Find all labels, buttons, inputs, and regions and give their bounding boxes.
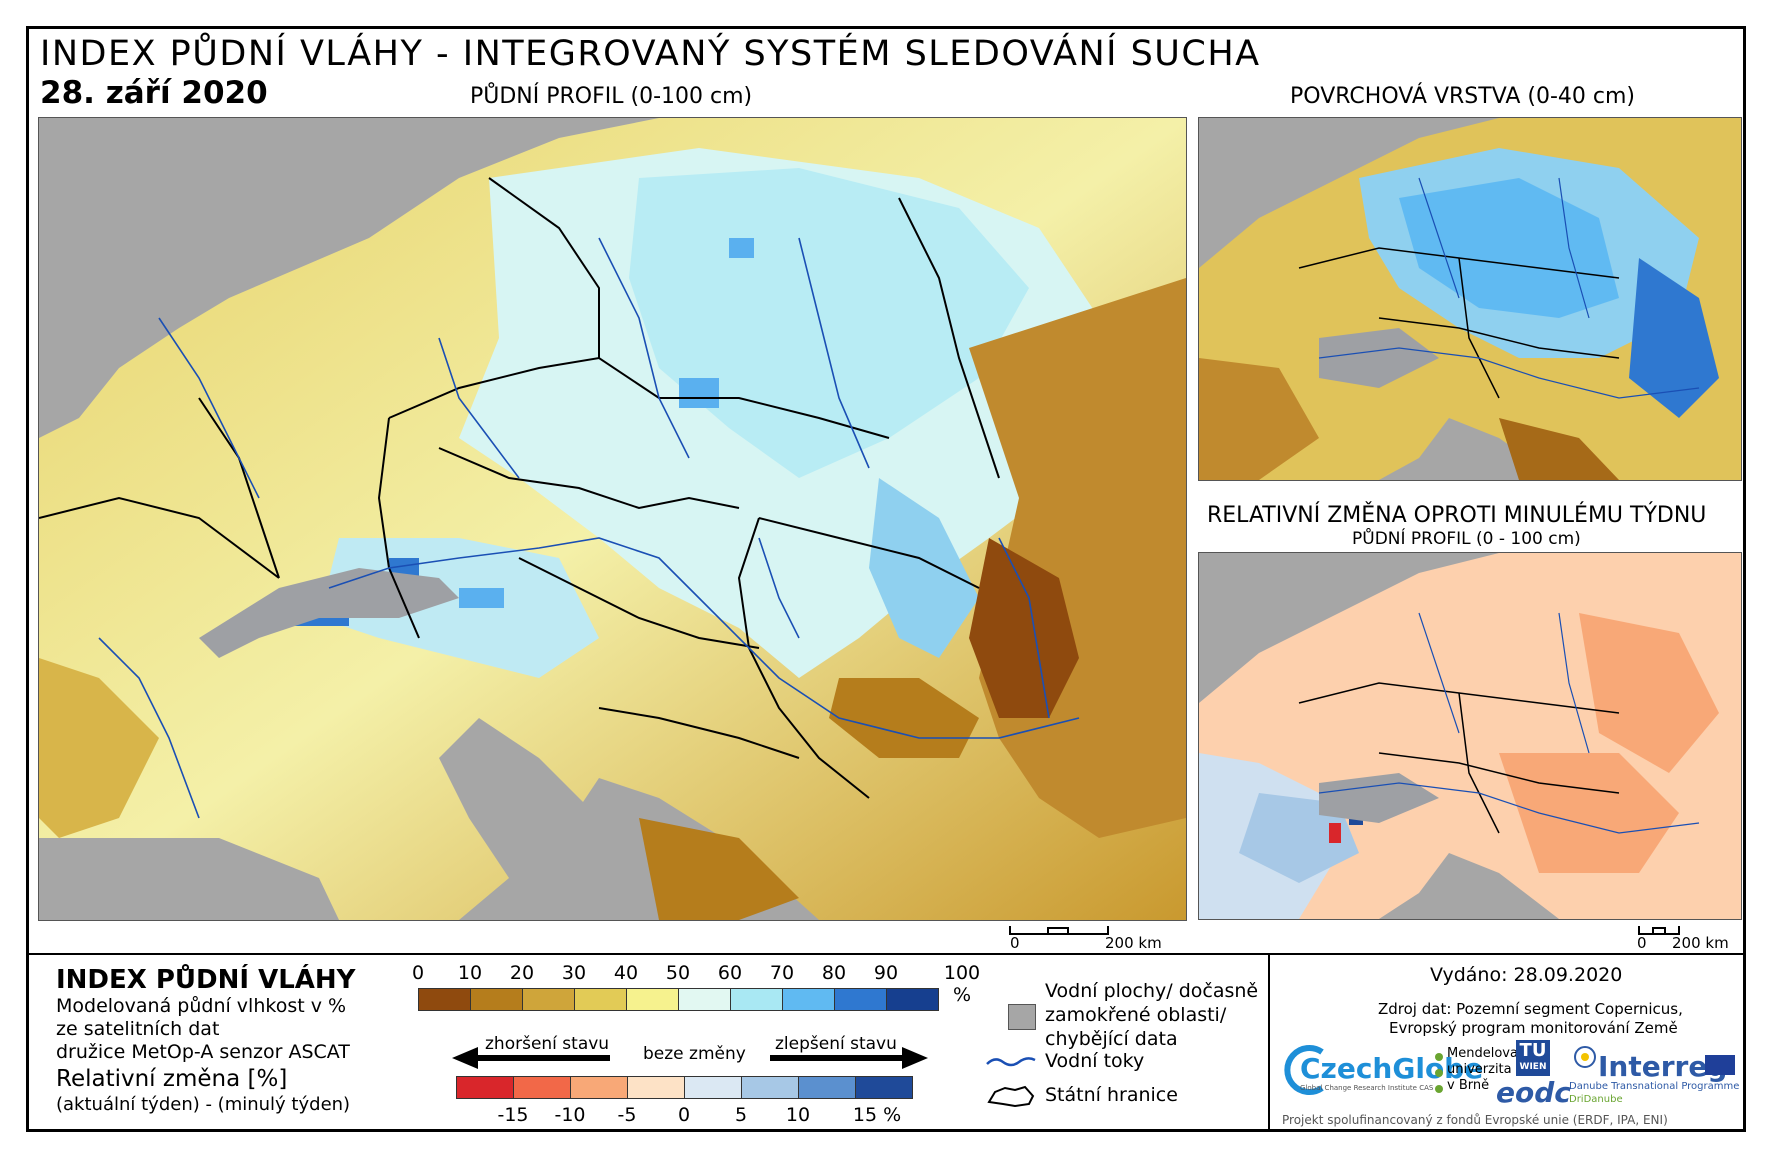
main-map-label: PŮDNÍ PROFIL (0-100 cm) [470,84,753,109]
moisture-swatch [522,988,575,1011]
moisture-tick-label: 50 [665,962,691,984]
source-line-2: Evropský program monitorování Země [1389,1019,1678,1037]
moisture-tick-label: 60 [717,962,743,984]
moisture-tick-label: 10 [457,962,483,984]
moisture-swatch [886,988,939,1011]
change-tick-label: 0 [677,1104,691,1126]
change-tick-label: -15 [497,1104,529,1126]
mendel-logo: Mendelova univerzita v Brně [1447,1046,1518,1093]
legend-separator [26,953,1746,955]
better-label: zlepšení stavu [775,1034,897,1054]
legend-desc-3: družice MetOp-A senzor ASCAT [56,1041,350,1063]
moisture-tick-label: 20 [509,962,535,984]
change-direction-arrows [452,1047,928,1069]
info-separator [1268,953,1270,1132]
surface-map-label: POVRCHOVÁ VRSTVA (0-40 cm) [1290,84,1635,109]
moisture-tick-label: 0 [411,962,425,984]
report-date: 28. září 2020 [40,75,268,111]
small-scalebar [1638,926,1680,935]
main-scalebar-zero: 0 [1010,934,1020,952]
legend-desc-1: Modelovaná půdní vlhkost v % [56,995,347,1017]
moisture-swatch [782,988,835,1011]
relative-change-map[interactable] [1198,552,1742,920]
moisture-swatch [470,988,523,1011]
moisture-tick-label: 90 [873,962,899,984]
change-tick-label: -10 [554,1104,586,1126]
main-scalebar [1009,926,1109,935]
moisture-swatch [626,988,679,1011]
change-tick-label: 5 [734,1104,748,1126]
eu-flag-icon [1705,1055,1735,1075]
moisture-swatch [834,988,887,1011]
water-label-1: Vodní plochy/ dočasně [1045,980,1259,1002]
czechglobe-subtitle: Global Change Research Institute CAS [1300,1084,1434,1092]
moisture-swatch [574,988,627,1011]
czechglobe-logo-icon [1284,1045,1324,1095]
source-line-1: Zdroj dat: Pozemní segment Copernicus, [1378,1000,1683,1018]
borders-label: Státní hranice [1045,1084,1178,1106]
moisture-swatch [730,988,783,1011]
change-swatch [570,1076,628,1099]
missing-data-swatch [1008,1004,1036,1030]
moisture-tick-label: 70 [769,962,795,984]
main-scalebar-end: 200 km [1105,934,1162,952]
water-label-2: zamokřené oblasti/ [1045,1004,1227,1026]
page-title: INDEX PŮDNÍ VLÁHY - INTEGROVANÝ SYSTÉM S… [40,34,1261,74]
moisture-tick-label: 100 % [943,962,981,1006]
mendel-logo-icon [1435,1053,1443,1093]
change-tick-label: 10 [785,1104,811,1126]
rivers-label: Vodní toky [1045,1050,1145,1072]
change-swatch [798,1076,856,1099]
funding-note: Projekt spolufinancovaný z fondů Evropsk… [1282,1113,1668,1127]
change-swatch [456,1076,514,1099]
border-legend-icon [987,1085,1035,1108]
surface-layer-map[interactable] [1198,117,1742,481]
small-scalebar-zero: 0 [1637,934,1647,952]
nochange-label: beze změny [643,1044,746,1064]
change-tick-label: 15 % [852,1104,902,1126]
change-swatch [684,1076,742,1099]
change-map-label: RELATIVNÍ ZMĚNA OPROTI MINULÉMU TÝDNU [1207,503,1707,528]
small-scalebar-end: 200 km [1672,934,1729,952]
moisture-tick-label: 30 [561,962,587,984]
change-tick-label: -5 [617,1104,637,1126]
interreg-subtitle-1: Danube Transnational Programme [1569,1081,1740,1092]
moisture-swatch [678,988,731,1011]
water-label-3: chybějící data [1045,1028,1178,1050]
interreg-logo-icon [1574,1046,1596,1068]
main-soil-moisture-map[interactable] [38,117,1187,921]
legend-desc-2: ze satelitních dat [56,1018,220,1040]
worse-label: zhoršení stavu [485,1034,610,1054]
moisture-tick-label: 40 [613,962,639,984]
moisture-swatch [418,988,471,1011]
change-swatch [855,1076,913,1099]
change-swatch [741,1076,799,1099]
change-swatch [627,1076,685,1099]
moisture-tick-label: 80 [821,962,847,984]
legend-change-desc: (aktuální týden) - (minulý týden) [56,1094,351,1115]
legend-heading: INDEX PŮDNÍ VLÁHY [56,965,356,995]
issued-date: Vydáno: 28.09.2020 [1430,964,1623,986]
eodc-logo: eodc [1496,1076,1571,1109]
river-legend-icon [986,1057,1036,1067]
change-swatch [513,1076,571,1099]
change-map-sublabel: PŮDNÍ PROFIL (0 - 100 cm) [1352,529,1581,549]
tu-wien-logo: TU WIEN [1516,1040,1550,1076]
czechglobe-logo: CzechGlobe [1300,1052,1484,1085]
legend-change-heading: Relativní změna [%] [56,1066,288,1092]
interreg-subtitle-2: DriDanube [1569,1094,1623,1105]
